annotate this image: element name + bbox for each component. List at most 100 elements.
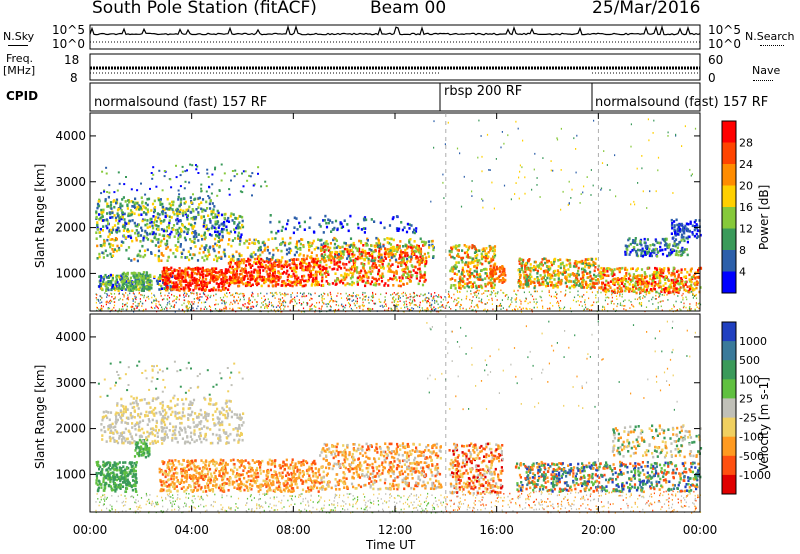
data-cell — [472, 285, 475, 288]
data-cell — [144, 201, 147, 205]
data-cell — [204, 288, 208, 291]
data-cell — [688, 278, 691, 281]
data-cell — [299, 248, 302, 251]
data-cell — [303, 259, 306, 262]
data-cell — [481, 254, 484, 257]
data-cell — [126, 298, 128, 300]
data-cell — [558, 271, 561, 275]
data-cell — [647, 266, 650, 270]
data-cell — [393, 304, 395, 307]
data-cell — [215, 267, 218, 270]
data-cell — [223, 252, 226, 256]
data-cell — [294, 300, 296, 303]
data-cell — [98, 218, 101, 221]
data-cell — [460, 258, 463, 262]
data-cell — [198, 276, 202, 279]
data-cell — [394, 276, 397, 279]
data-cell — [150, 172, 153, 174]
data-cell — [231, 303, 234, 305]
data-cell — [321, 298, 323, 300]
data-cell — [301, 266, 304, 270]
data-cell — [271, 304, 273, 307]
data-cell — [672, 266, 675, 270]
data-cell — [362, 299, 364, 301]
data-cell — [320, 279, 324, 283]
data-cell — [257, 249, 260, 252]
data-cell — [134, 224, 137, 228]
data-cell — [459, 278, 462, 282]
data-cell — [188, 267, 191, 270]
data-cell — [180, 255, 183, 259]
data-cell — [286, 222, 289, 226]
data-cell — [212, 245, 215, 248]
data-cell — [358, 278, 361, 282]
data-cell — [208, 218, 211, 221]
data-cell — [147, 278, 150, 282]
data-cell — [193, 217, 196, 221]
data-cell — [533, 286, 536, 290]
data-cell — [302, 254, 305, 257]
data-cell — [356, 257, 359, 261]
data-cell — [184, 238, 187, 242]
data-cell — [694, 277, 697, 280]
data-cell — [207, 176, 210, 178]
data-cell — [242, 270, 245, 273]
data-cell — [379, 221, 382, 225]
data-cell — [366, 239, 369, 242]
data-cell — [216, 271, 219, 274]
data-cell — [256, 261, 259, 265]
data-cell — [370, 248, 373, 252]
data-cell — [309, 275, 313, 278]
data-cell — [358, 270, 361, 274]
data-cell — [310, 294, 312, 296]
data-cell — [526, 261, 529, 265]
data-cell — [157, 216, 160, 220]
data-cell — [324, 242, 327, 245]
data-cell — [345, 247, 349, 251]
data-cell — [520, 266, 523, 269]
data-cell — [275, 231, 278, 235]
data-cell — [419, 295, 421, 297]
data-cell — [210, 234, 213, 237]
data-cell — [101, 301, 103, 304]
data-cell — [99, 227, 102, 231]
data-cell — [275, 246, 278, 250]
data-cell — [338, 246, 341, 249]
data-cell — [259, 248, 262, 252]
data-cell — [398, 253, 402, 257]
data-cell — [393, 304, 395, 307]
data-cell — [631, 283, 634, 287]
data-cell — [189, 210, 192, 214]
data-cell — [397, 297, 400, 299]
data-cell — [556, 273, 559, 276]
data-cell — [217, 285, 220, 289]
data-cell — [618, 284, 621, 287]
data-cell — [138, 304, 140, 307]
data-cell — [349, 305, 351, 308]
data-cell — [404, 248, 407, 252]
data-cell — [454, 279, 457, 282]
data-cell — [582, 286, 586, 289]
data-cell — [161, 234, 164, 237]
data-cell — [620, 286, 623, 290]
data-cell — [193, 292, 195, 295]
data-cell — [250, 277, 253, 281]
data-cell — [351, 294, 353, 297]
mode-label-2: rbsp 200 RF — [444, 84, 523, 99]
data-cell — [274, 283, 277, 287]
data-cell — [215, 278, 218, 282]
data-cell — [431, 245, 434, 248]
data-cell — [532, 268, 535, 272]
data-cell — [484, 277, 487, 280]
cpid-label: CPID — [6, 89, 39, 103]
data-cell — [660, 290, 663, 293]
data-cell — [475, 284, 478, 288]
data-cell — [369, 282, 372, 286]
data-cell — [336, 295, 338, 297]
data-cell — [364, 295, 367, 298]
data-cell — [258, 275, 261, 278]
data-cell — [552, 286, 555, 289]
data-cell — [179, 287, 182, 291]
data-cell — [405, 261, 408, 264]
freq-tick-top: 18 — [64, 53, 80, 67]
